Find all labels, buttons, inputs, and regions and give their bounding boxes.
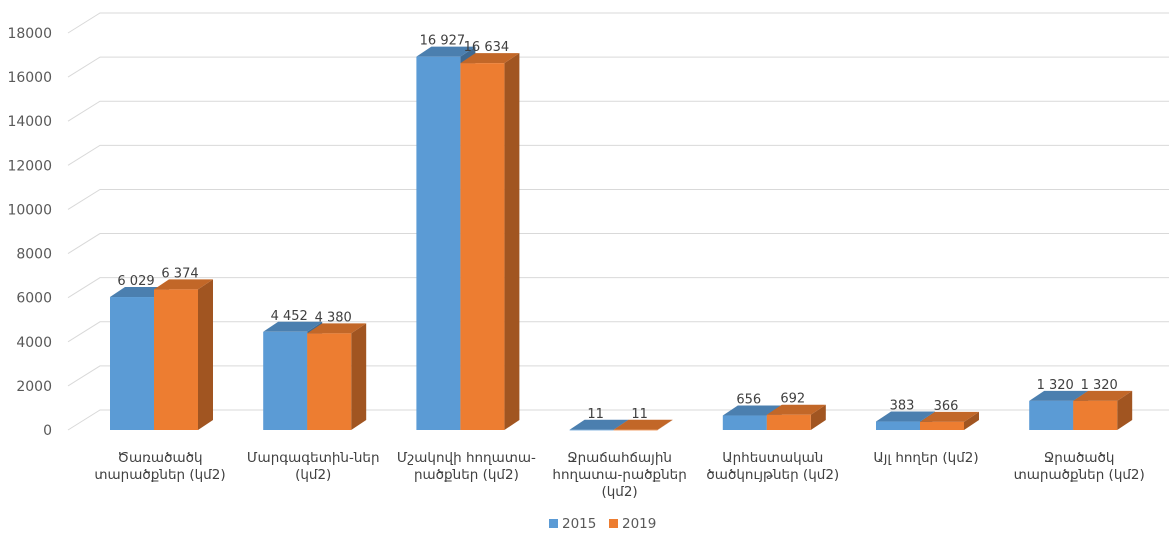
y-tick-label: 2000 xyxy=(16,379,52,395)
y-tick-label: 4000 xyxy=(16,335,52,351)
data-label: 11 xyxy=(631,407,648,422)
y-tick-label: 16000 xyxy=(7,70,52,86)
bar-side xyxy=(198,279,213,430)
bar-top xyxy=(1029,390,1089,401)
bar-top xyxy=(920,411,979,422)
gridline xyxy=(67,100,1169,122)
y-tick-label: 12000 xyxy=(7,158,52,174)
bar-side xyxy=(964,411,979,430)
bar-side xyxy=(657,419,673,430)
bar-2019-1 xyxy=(307,323,367,430)
data-label: 16 927 xyxy=(420,34,466,49)
gridline xyxy=(67,56,1169,78)
legend-label: 2015 xyxy=(562,516,596,532)
gridline xyxy=(67,233,1169,254)
bar-top xyxy=(416,46,476,57)
bar-front xyxy=(460,63,505,430)
bar-front xyxy=(722,415,767,430)
bar-front xyxy=(876,421,920,430)
bar-2019-6 xyxy=(1073,390,1133,430)
data-label: 383 xyxy=(890,399,915,414)
y-tick-label: 6000 xyxy=(16,291,52,307)
y-tick-label: 18000 xyxy=(7,26,52,42)
category-label: Արհեստական ծածկույթներ (կմ2) xyxy=(706,450,839,483)
gridline xyxy=(67,12,1169,34)
y-tick-label: 0 xyxy=(43,423,52,439)
data-label: 366 xyxy=(934,399,959,414)
bar-front xyxy=(1073,400,1118,430)
bar-2019-4 xyxy=(766,404,826,430)
y-tick-label: 10000 xyxy=(7,202,52,218)
bar-front xyxy=(307,333,352,430)
y-tick-label: 8000 xyxy=(16,247,52,263)
data-label: 6 029 xyxy=(117,274,154,289)
data-label: 6 374 xyxy=(161,266,198,281)
bar-top xyxy=(307,323,367,334)
data-label: 4 452 xyxy=(271,309,308,324)
y-axis-ticks: 0 2000 4000 6000 8000 10000 12000 14000 16000 180… xyxy=(7,26,52,439)
bar-front xyxy=(416,56,461,430)
category-label: Մշակովի հողատա-րածքներ (կմ2) xyxy=(397,450,536,483)
category-label: Ծառածածկ տարածքներ (կմ2) xyxy=(94,450,225,483)
bars xyxy=(110,46,1133,431)
bar-side xyxy=(810,404,826,430)
category-labels: Ծառածածկ տարածքներ (կմ2) Մարգագետին-ներ (կմ… xyxy=(94,450,1144,500)
bar-front xyxy=(110,297,154,430)
legend-item-2019: 2019 xyxy=(609,516,656,532)
bar-2019-5 xyxy=(920,411,979,430)
data-label: 11 xyxy=(587,407,604,422)
legend: 2015 2019 xyxy=(549,516,656,532)
bar-top xyxy=(876,411,935,422)
gridline xyxy=(67,144,1169,166)
bar-front xyxy=(263,331,308,430)
bar-2019-2 xyxy=(460,53,520,430)
data-label: 4 380 xyxy=(315,310,352,325)
gridline xyxy=(67,321,1169,343)
bar-top xyxy=(154,279,213,290)
category-label: Ջրածածկ տարածքներ (կմ2) xyxy=(1014,450,1145,483)
bar-front xyxy=(920,421,964,430)
bar-side xyxy=(1117,390,1133,430)
bar-2019-3 xyxy=(613,419,673,431)
bar-top xyxy=(1073,390,1133,401)
bar-top xyxy=(613,419,673,430)
category-label: Ջրաճահճային հողատա-րածքներ (կմ2) xyxy=(552,450,686,500)
bar-top xyxy=(569,419,629,430)
bar-top xyxy=(263,321,323,332)
bar-side xyxy=(351,323,367,430)
category-label: Այլ հողեր (կմ2) xyxy=(873,450,978,466)
gridline xyxy=(67,365,1169,387)
data-label: 656 xyxy=(736,393,761,408)
bar-2019-0 xyxy=(154,279,213,430)
bar-top xyxy=(766,404,826,415)
legend-swatch xyxy=(609,519,618,528)
category-label: Մարգագետին-ներ (կմ2) xyxy=(247,450,380,483)
bar-side xyxy=(504,53,520,430)
bar-front xyxy=(1029,400,1074,430)
data-label: 692 xyxy=(780,392,805,407)
gridlines xyxy=(67,12,1169,431)
bar-front xyxy=(766,414,811,430)
legend-item-2015: 2015 xyxy=(549,516,596,532)
data-label: 1 320 xyxy=(1037,378,1074,393)
data-label: 16 634 xyxy=(464,40,510,55)
bar-front xyxy=(569,429,614,431)
gridline xyxy=(67,277,1169,299)
gridline xyxy=(67,188,1169,210)
legend-swatch xyxy=(549,519,558,528)
bar-top xyxy=(460,53,520,64)
bar-front xyxy=(613,429,658,431)
legend-label: 2019 xyxy=(622,516,656,532)
y-tick-label: 14000 xyxy=(7,114,52,130)
bar-top xyxy=(722,405,782,416)
bar-front xyxy=(154,289,198,430)
data-label: 1 320 xyxy=(1081,378,1118,393)
